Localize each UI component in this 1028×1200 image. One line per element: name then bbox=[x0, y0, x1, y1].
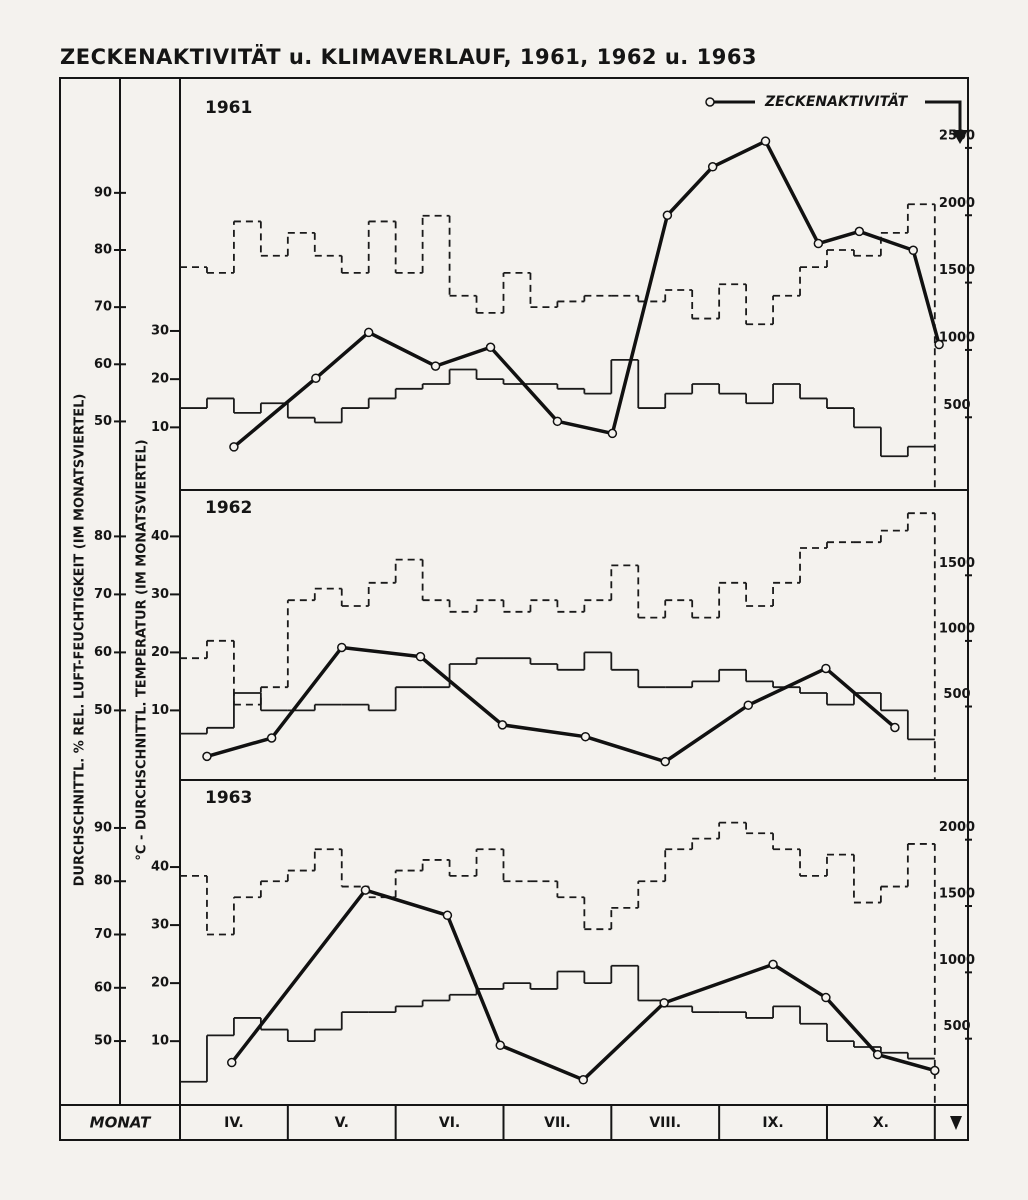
tick-label-y3: 20 bbox=[151, 645, 169, 660]
tick-label-y3: 30 bbox=[151, 918, 169, 933]
month-label: IV. bbox=[224, 1115, 244, 1131]
month-label: X. bbox=[873, 1115, 889, 1131]
legend-arrowhead bbox=[952, 130, 968, 144]
panel-title: 1963 bbox=[205, 788, 252, 808]
tick-label-y2: 1000 bbox=[939, 621, 975, 636]
activity-point bbox=[760, 136, 771, 146]
tick-label-y2: 500 bbox=[943, 1019, 970, 1034]
month-label: VIII. bbox=[649, 1115, 681, 1131]
activity-point bbox=[442, 910, 453, 921]
activity-point bbox=[485, 342, 496, 352]
activity-point bbox=[768, 959, 778, 970]
activity-point bbox=[743, 700, 754, 710]
activity-point bbox=[659, 998, 669, 1008]
tick-label-y3: 30 bbox=[151, 323, 169, 338]
tick-label-y: 50 bbox=[94, 703, 112, 718]
tick-label-y2: 500 bbox=[943, 398, 970, 413]
tick-label-y3: 40 bbox=[151, 529, 169, 544]
activity-point bbox=[854, 226, 865, 237]
activity-point bbox=[360, 885, 371, 895]
tick-label-y: 80 bbox=[94, 243, 112, 258]
tick-label-y: 90 bbox=[94, 820, 112, 835]
tick-label-y2: 1500 bbox=[939, 263, 975, 278]
activity-point bbox=[497, 720, 508, 730]
tick-label-y2: 2000 bbox=[939, 196, 975, 211]
tick-label-y3: 10 bbox=[151, 703, 169, 718]
activity-line bbox=[206, 645, 897, 764]
activity-point bbox=[415, 651, 426, 662]
activity-point bbox=[813, 238, 824, 249]
month-label: V. bbox=[335, 1115, 349, 1131]
activity-point bbox=[578, 1075, 589, 1085]
y-axis-label-temperature: °C - DURCHSCHNITTL. TEMPERATUR (IM MONAT… bbox=[135, 439, 150, 860]
month-label: VII. bbox=[544, 1115, 571, 1131]
tick-label-y: 60 bbox=[94, 980, 112, 995]
activity-point bbox=[890, 722, 900, 733]
panel-title: 1962 bbox=[205, 498, 252, 518]
y-axis-label-humidity: DURCHSCHNITTL. % REL. LUFT-FEUCHTIGKEIT … bbox=[73, 394, 88, 887]
month-label: IX. bbox=[762, 1115, 783, 1131]
chart-title: ZECKENAKTIVITÄT u. KLIMAVERLAUF, 1961, 1… bbox=[60, 44, 757, 69]
activity-point bbox=[707, 162, 718, 172]
activity-line bbox=[230, 888, 936, 1082]
tick-label-y: 90 bbox=[94, 185, 112, 200]
tick-label-y2: 1500 bbox=[939, 887, 975, 902]
tick-label-y2: 1500 bbox=[939, 556, 975, 571]
activity-point bbox=[908, 245, 918, 256]
tick-label-y2: 1000 bbox=[939, 953, 975, 968]
tick-label-y: 70 bbox=[94, 300, 112, 315]
tick-label-y2: 1000 bbox=[939, 330, 975, 345]
tick-label-y2: 500 bbox=[943, 687, 970, 702]
legend-marker bbox=[705, 97, 715, 107]
tick-label-y3: 40 bbox=[151, 860, 169, 875]
activity-point bbox=[821, 663, 831, 674]
activity-point bbox=[311, 373, 321, 383]
activity-point bbox=[430, 361, 441, 371]
legend-arrow bbox=[925, 100, 962, 132]
activity-point bbox=[363, 327, 374, 338]
end-marker bbox=[950, 1116, 962, 1130]
activity-point bbox=[934, 339, 944, 350]
activity-point bbox=[202, 751, 212, 762]
activity-point bbox=[495, 1040, 506, 1051]
activity-point bbox=[580, 731, 591, 742]
activity-point bbox=[930, 1065, 940, 1076]
activity-point bbox=[821, 992, 831, 1003]
activity-point bbox=[552, 416, 563, 427]
tick-label-y2: 2000 bbox=[939, 820, 975, 835]
tick-label-y3: 20 bbox=[151, 976, 169, 991]
activity-point bbox=[660, 756, 670, 767]
tick-label-y3: 30 bbox=[151, 587, 169, 602]
panel-title: 1961 bbox=[205, 98, 252, 118]
month-label: VI. bbox=[439, 1115, 460, 1131]
tick-label-y: 60 bbox=[94, 645, 112, 660]
tick-label-y: 60 bbox=[94, 357, 112, 372]
activity-point bbox=[662, 210, 673, 221]
tick-label-y: 50 bbox=[94, 1034, 112, 1049]
tick-label-y: 80 bbox=[94, 874, 112, 889]
tick-label-y3: 20 bbox=[151, 372, 169, 387]
activity-point bbox=[607, 428, 618, 439]
activity-point bbox=[266, 733, 277, 743]
tick-label-y: 80 bbox=[94, 529, 112, 544]
x-axis-label: MONAT bbox=[90, 1114, 152, 1132]
tick-label-y: 50 bbox=[94, 414, 112, 429]
tick-label-y3: 10 bbox=[151, 420, 169, 435]
activity-line bbox=[232, 139, 941, 449]
tick-label-y3: 10 bbox=[151, 1034, 169, 1049]
tick-label-y: 70 bbox=[94, 587, 112, 602]
legend-label: ZECKENAKTIVITÄT bbox=[764, 93, 909, 110]
activity-point bbox=[229, 442, 239, 452]
tick-label-y: 70 bbox=[94, 927, 112, 942]
activity-point bbox=[872, 1049, 883, 1060]
frame bbox=[59, 77, 969, 1141]
activity-point bbox=[227, 1057, 237, 1068]
activity-point bbox=[336, 642, 347, 653]
